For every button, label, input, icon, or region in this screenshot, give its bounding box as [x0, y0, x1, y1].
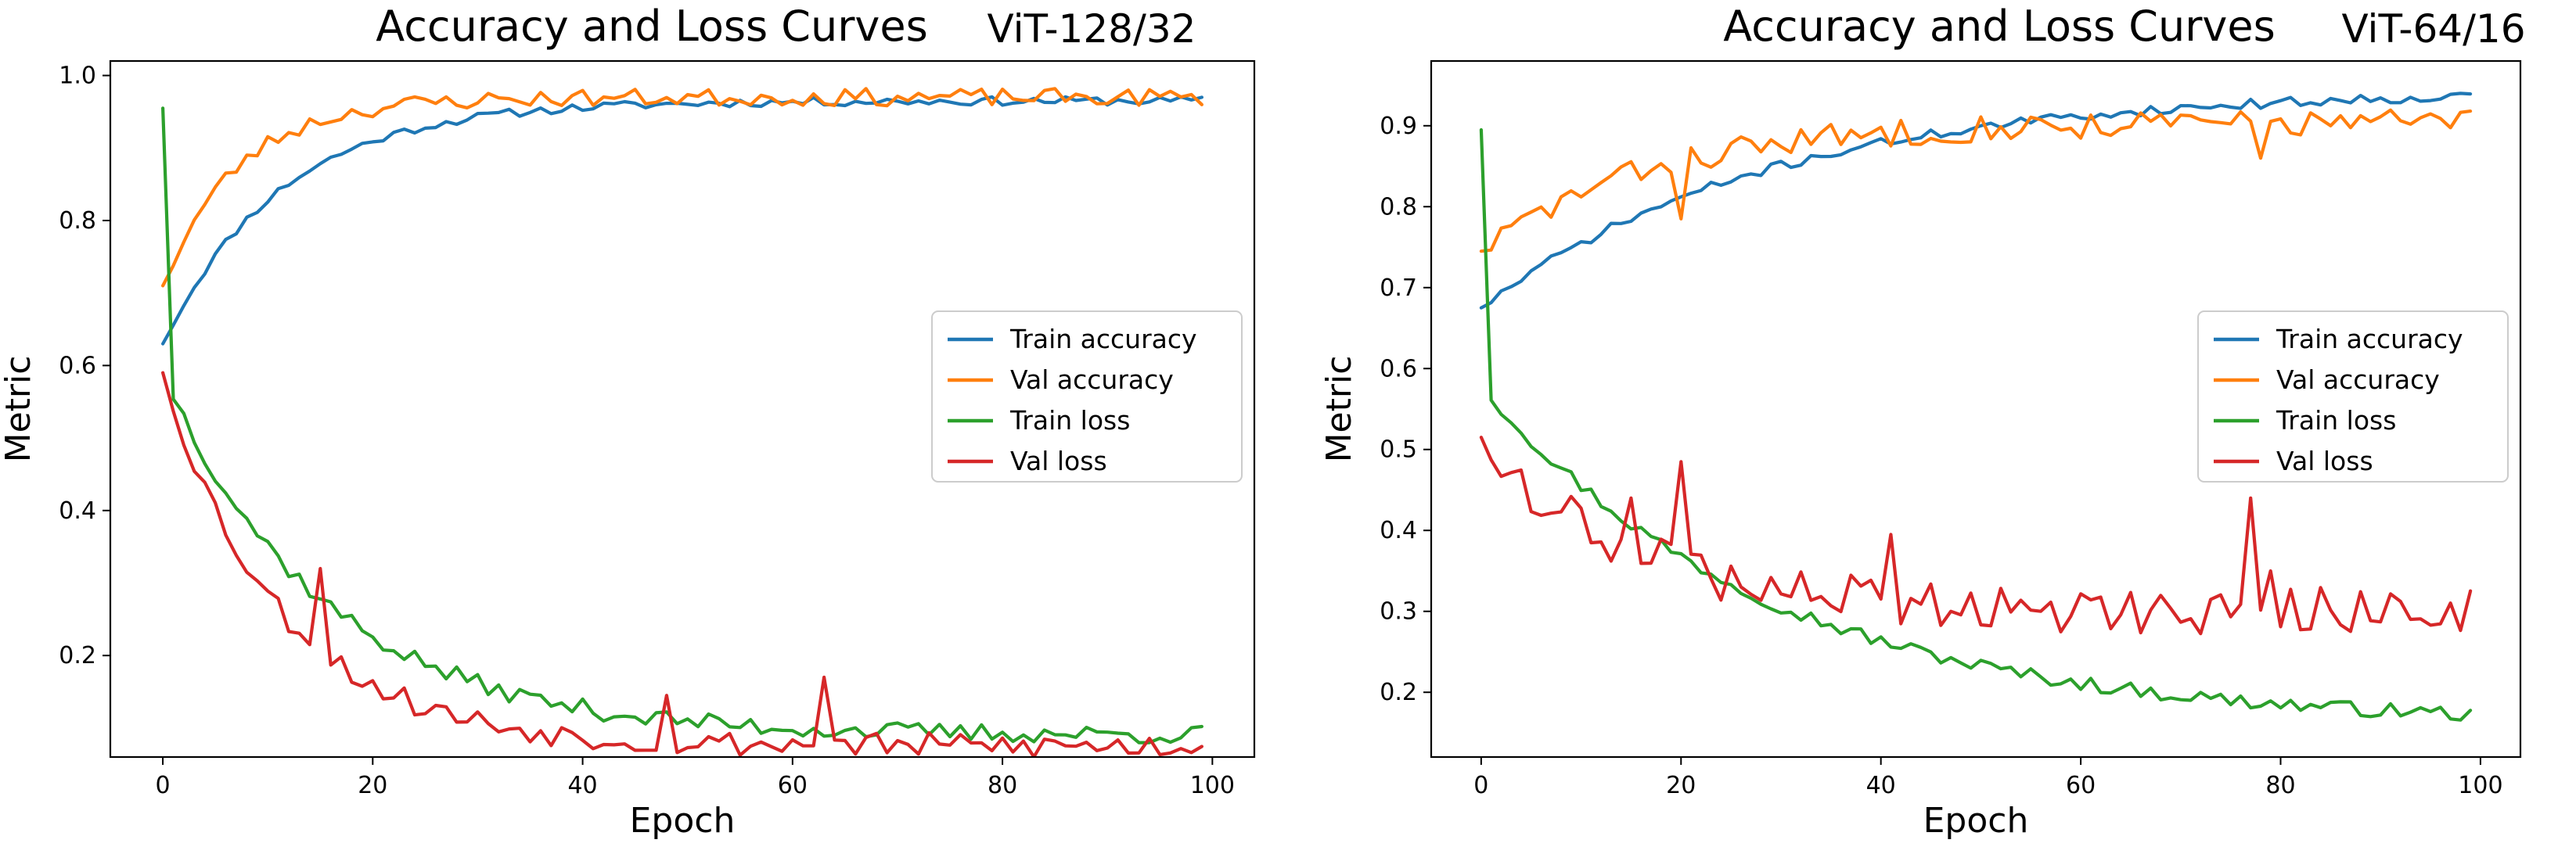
y-tick-label: 0.7: [1380, 274, 1417, 302]
y-axis-label: Metric: [1319, 356, 1359, 463]
chart-title: Accuracy and Loss Curves: [1723, 2, 2276, 51]
chart-title: Accuracy and Loss Curves: [376, 2, 928, 51]
series-line-train-loss: [161, 106, 1204, 745]
y-tick-label: 0.2: [1380, 679, 1417, 706]
axes-frame: [109, 59, 1256, 759]
x-tick-label: 100: [1190, 772, 1235, 799]
y-tick-label: 0.4: [59, 497, 96, 525]
legend-label: Val loss: [2276, 446, 2373, 476]
series-line-train-loss: [1479, 127, 2473, 722]
legend-item-val-loss: Val loss: [948, 446, 1107, 476]
series-line-val-loss: [1479, 436, 2473, 636]
series-lines: [161, 87, 1204, 757]
x-tick-label: 100: [2458, 772, 2502, 799]
y-axis-label: Metric: [0, 356, 38, 463]
legend-item-train-accuracy: Train accuracy: [2214, 324, 2463, 354]
legend: Train accuracy Val accuracy Train loss Val …: [2197, 310, 2509, 483]
x-tick-label: 0: [156, 772, 171, 799]
legend-box: [2197, 310, 2509, 483]
legend-item-val-loss: Val loss: [2214, 446, 2373, 476]
legend-item-val-accuracy: Val accuracy: [2214, 364, 2440, 395]
legend-box: [931, 310, 1243, 483]
x-tick-label: 40: [567, 772, 597, 799]
legend-item-val-accuracy: Val accuracy: [948, 364, 1174, 395]
x-tick-label: 40: [1866, 772, 1896, 799]
legend-label: Train accuracy: [2276, 324, 2463, 354]
y-tick-label: 0.6: [59, 352, 96, 379]
legend-label: Train loss: [2276, 405, 2396, 436]
model-tag: ViT-128/32: [988, 6, 1196, 52]
x-tick-label: 0: [1473, 772, 1488, 799]
y-tick-label: 0.5: [1380, 436, 1417, 464]
series-lines: [1479, 92, 2473, 722]
y-tick-label: 0.2: [59, 642, 96, 669]
axes-frame: [1430, 59, 2522, 759]
legend-item-train-loss: Train loss: [948, 405, 1130, 436]
series-line-val-accuracy: [161, 87, 1204, 288]
model-tag: ViT-64/16: [2341, 6, 2525, 52]
legend-item-train-accuracy: Train accuracy: [948, 324, 1197, 354]
x-tick-label: 60: [2066, 772, 2096, 799]
y-tick-label: 0.8: [1380, 193, 1417, 221]
y-tick-label: 0.6: [1380, 355, 1417, 382]
y-tick-label: 0.8: [59, 207, 96, 235]
legend-label: Val accuracy: [1010, 364, 1174, 395]
y-tick-label: 1.0: [59, 63, 96, 90]
legend-label: Val accuracy: [2276, 364, 2440, 395]
series-line-val-accuracy: [1479, 108, 2473, 253]
chart-vit-128-32: 0 20 40 60 80 100 0.2 0.4 0.6 0.8 1.0 Epoch Metric Ac…: [0, 2, 1256, 841]
legend-label: Train loss: [1009, 405, 1130, 436]
legend-item-train-loss: Train loss: [2214, 405, 2396, 436]
y-tick-label: 0.3: [1380, 598, 1417, 626]
chart-vit-64-16: 0 20 40 60 80 100 0.2 0.3 0.4 0.5 0.6 0.7 0.8 0.9 Epoc…: [1319, 2, 2526, 841]
series-line-val-loss: [161, 371, 1204, 757]
x-tick-label: 80: [2265, 772, 2295, 799]
x-tick-label: 60: [778, 772, 808, 799]
series-line-train-accuracy: [161, 95, 1204, 346]
legend-label: Val loss: [1010, 446, 1107, 476]
x-tick-label: 80: [988, 772, 1017, 799]
x-tick-label: 20: [358, 772, 387, 799]
y-tick-label: 0.4: [1380, 517, 1417, 544]
x-axis-label: Epoch: [1923, 801, 2029, 841]
legend-label: Train accuracy: [1009, 324, 1197, 354]
y-tick-label: 0.9: [1380, 113, 1417, 140]
x-tick-label: 20: [1666, 772, 1696, 799]
x-axis-label: Epoch: [630, 801, 736, 841]
legend: Train accuracy Val accuracy Train loss Val …: [931, 310, 1243, 483]
